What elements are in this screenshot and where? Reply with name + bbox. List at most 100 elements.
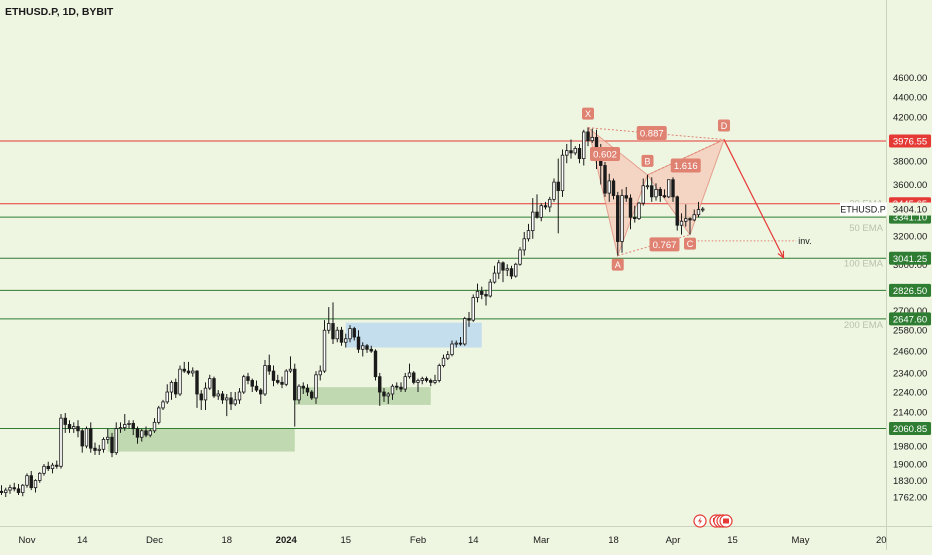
candle-body bbox=[335, 329, 339, 340]
candle-body bbox=[229, 397, 233, 405]
projection-arrow-line bbox=[723, 139, 785, 259]
level-price-label: 2647.60 bbox=[893, 314, 927, 325]
price-tick-label: 1830.00 bbox=[893, 476, 927, 487]
candle-body bbox=[539, 205, 543, 218]
candle-body bbox=[148, 430, 152, 436]
candle-body bbox=[399, 386, 403, 390]
lightning-icon[interactable] bbox=[693, 514, 707, 528]
candle-body bbox=[161, 401, 165, 409]
candle-body bbox=[186, 370, 191, 374]
candle-body bbox=[403, 376, 407, 390]
candle-body bbox=[97, 448, 101, 451]
candle-body bbox=[327, 323, 331, 331]
candle-body bbox=[144, 430, 148, 436]
candle-body bbox=[573, 148, 577, 154]
candle-body bbox=[378, 376, 382, 393]
price-tick-label: 3200.00 bbox=[893, 232, 927, 243]
candle-body bbox=[454, 342, 458, 345]
price-tick-label: 1900.00 bbox=[893, 460, 927, 471]
time-tick-label: 18 bbox=[608, 535, 619, 546]
harmonic-ratio-label: 0.767 bbox=[653, 240, 677, 251]
candle-body bbox=[195, 370, 199, 395]
candle-body bbox=[33, 480, 38, 489]
candle-body bbox=[233, 399, 237, 405]
candle-body bbox=[42, 465, 46, 474]
time-tick-label: 15 bbox=[340, 535, 351, 546]
candle-body bbox=[178, 368, 182, 395]
candle-body bbox=[21, 484, 25, 493]
harmonic-triangle-bcd bbox=[646, 138, 725, 236]
price-tick-label: 3800.00 bbox=[893, 156, 927, 167]
candle-body bbox=[509, 268, 514, 277]
candle-body bbox=[467, 318, 471, 321]
time-tick-label: 2024 bbox=[276, 535, 298, 546]
candle-body bbox=[607, 180, 611, 194]
candle-body bbox=[675, 196, 679, 226]
price-tick-label: 2340.00 bbox=[893, 368, 927, 379]
candle-body bbox=[310, 391, 314, 399]
candle-body bbox=[488, 281, 492, 297]
candle-body bbox=[59, 417, 63, 467]
time-tick-label: May bbox=[792, 535, 810, 546]
candle-body bbox=[288, 368, 293, 372]
candle-body bbox=[293, 368, 297, 401]
ema-label: 50 EMA bbox=[849, 223, 883, 234]
candle-body bbox=[284, 370, 288, 385]
candle-body bbox=[692, 214, 696, 221]
candle-body bbox=[446, 354, 450, 359]
candle-body bbox=[131, 422, 135, 430]
harmonic-point-label: C bbox=[687, 239, 694, 249]
level-price-label: 3041.25 bbox=[893, 254, 927, 265]
price-tick-label: 4600.00 bbox=[893, 73, 927, 84]
candle-body bbox=[688, 218, 692, 221]
candle-body bbox=[297, 385, 301, 401]
candle-body bbox=[55, 464, 59, 467]
candle-body bbox=[526, 230, 531, 240]
candle-body bbox=[174, 381, 178, 395]
candle-body bbox=[182, 368, 186, 372]
symbol-tag bbox=[840, 202, 887, 216]
candle-body bbox=[301, 385, 305, 389]
current-price-tag bbox=[889, 202, 931, 216]
harmonic-label-layer: X A B C D 0.887 0.602 1.616 0.767 inv. bbox=[582, 107, 812, 271]
candle-body bbox=[565, 150, 569, 156]
level-price-label: 2826.50 bbox=[893, 286, 927, 297]
candle-body bbox=[662, 195, 667, 198]
harmonic-ratio-label: 0.602 bbox=[593, 150, 617, 161]
events-stack-icon[interactable] bbox=[713, 514, 733, 528]
candle-body bbox=[263, 365, 267, 395]
time-tick-label: Apr bbox=[666, 535, 681, 546]
candle-body bbox=[199, 393, 203, 401]
candle-body bbox=[267, 365, 271, 372]
candle-body bbox=[314, 374, 318, 399]
price-tick-label: 4400.00 bbox=[893, 92, 927, 103]
candle-body bbox=[123, 424, 127, 429]
candle-body bbox=[480, 290, 484, 295]
level-price-tag bbox=[889, 312, 931, 326]
price-tick-label: 3000.00 bbox=[893, 260, 927, 271]
candle-body bbox=[369, 348, 373, 352]
candle-body bbox=[548, 198, 552, 208]
candle-body bbox=[305, 387, 310, 393]
candle-body bbox=[216, 393, 220, 397]
candle-body bbox=[616, 195, 620, 242]
candle-body bbox=[696, 209, 701, 216]
candle-body bbox=[628, 197, 633, 218]
candle-body bbox=[318, 370, 322, 376]
candle-body bbox=[390, 385, 395, 395]
candle-body bbox=[127, 422, 131, 425]
harmonic-point-label: A bbox=[615, 260, 621, 270]
level-price-tag bbox=[889, 134, 931, 148]
demand-zone bbox=[107, 428, 295, 452]
candle-body bbox=[412, 372, 416, 383]
candle-body bbox=[633, 216, 637, 220]
candle-body bbox=[191, 370, 195, 374]
candle-body bbox=[654, 189, 658, 198]
candle-body bbox=[518, 249, 522, 265]
time-axis[interactable]: Nov 14 Dec 18 2024 15 Feb 14 Mar 18 Apr 15 May 20 bbox=[19, 535, 887, 546]
candle-body bbox=[365, 345, 369, 350]
candle-body bbox=[641, 185, 645, 204]
